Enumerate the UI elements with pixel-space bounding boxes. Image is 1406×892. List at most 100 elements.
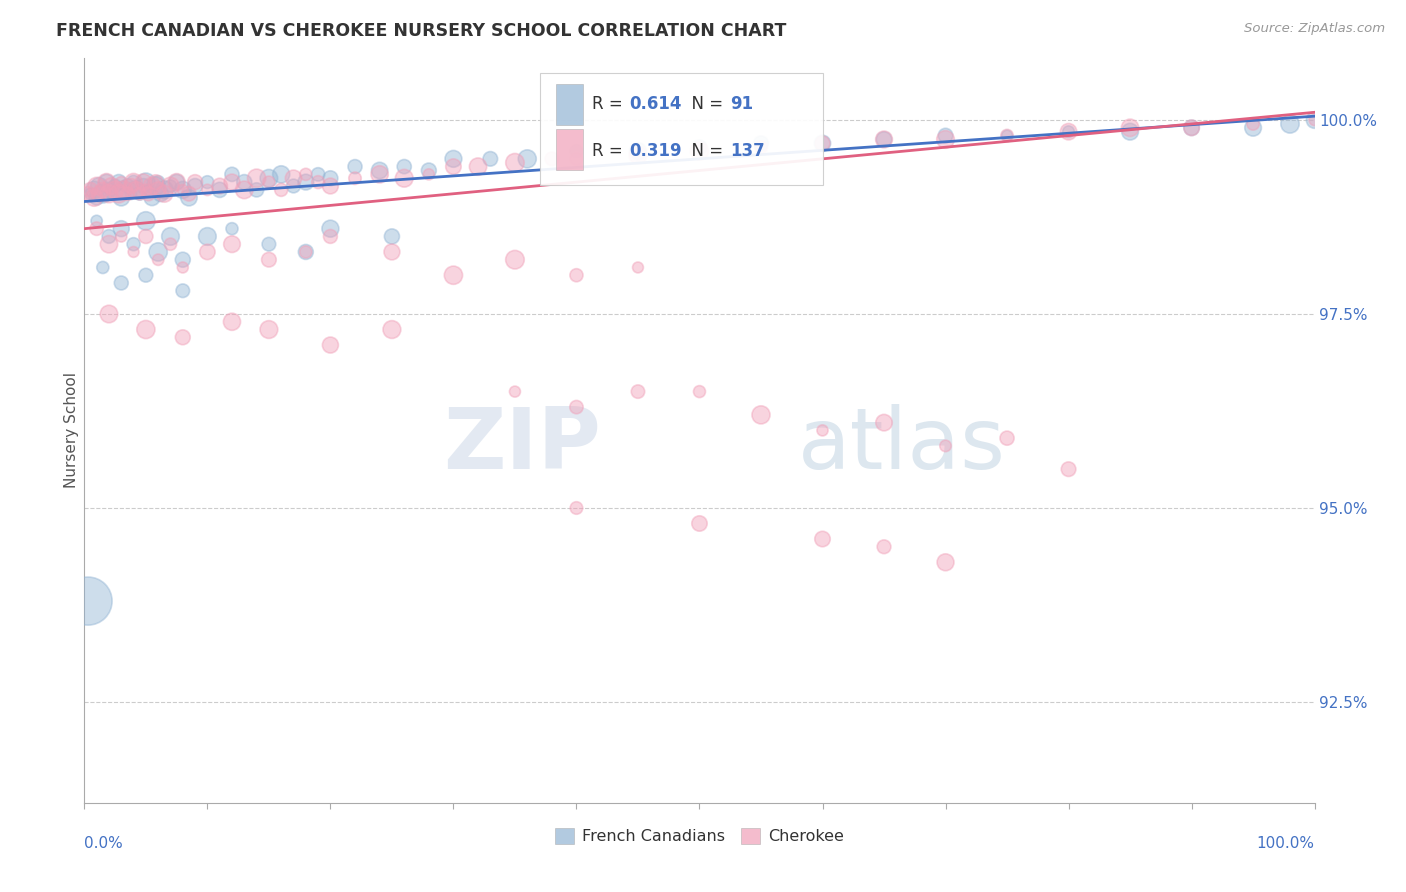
Point (104, 183, 127, 197)
Point (208, 183, 231, 197)
Point (77, 186, 100, 201)
Point (128, 186, 150, 201)
Point (1241, 117, 1264, 131)
Text: FRENCH CANADIAN VS CHEROKEE NURSERY SCHOOL CORRELATION CHART: FRENCH CANADIAN VS CHEROKEE NURSERY SCHO… (56, 22, 786, 40)
Point (172, 252, 194, 267)
Point (246, 183, 269, 197)
Point (145, 175, 167, 189)
Point (98, 183, 120, 197)
Text: R =: R = (592, 142, 628, 161)
Point (283, 171, 305, 186)
Point (87, 186, 111, 201)
Text: R =: R = (592, 95, 628, 113)
Point (394, 171, 416, 186)
Point (122, 175, 145, 189)
Point (172, 330, 194, 344)
Point (172, 183, 194, 197)
Point (995, 128, 1018, 143)
Point (110, 191, 132, 205)
Point (443, 160, 465, 174)
Point (148, 252, 170, 267)
Point (295, 244, 318, 259)
Point (91, 183, 114, 197)
Point (1057, 125, 1080, 139)
Point (873, 132, 896, 146)
Point (368, 163, 391, 178)
Point (145, 179, 167, 194)
Point (1303, 113, 1326, 128)
Point (443, 152, 465, 166)
Point (811, 136, 834, 151)
Point (565, 500, 588, 515)
Point (467, 160, 489, 174)
FancyBboxPatch shape (555, 84, 582, 125)
Point (110, 175, 132, 189)
Point (104, 179, 127, 194)
Point (221, 175, 243, 189)
Point (257, 322, 280, 336)
Point (86, 221, 108, 235)
Point (132, 175, 155, 189)
Point (689, 384, 711, 399)
Point (138, 186, 160, 201)
Point (221, 315, 243, 329)
Point (184, 179, 207, 194)
Point (135, 268, 157, 283)
Point (86, 191, 108, 205)
Point (117, 186, 139, 201)
Point (172, 183, 194, 197)
Point (565, 152, 588, 166)
Text: 0.614: 0.614 (630, 95, 682, 113)
Point (627, 260, 650, 275)
Point (197, 244, 219, 259)
Point (120, 186, 142, 201)
Point (122, 244, 145, 259)
Point (565, 268, 588, 283)
Point (177, 191, 200, 205)
Text: N =: N = (681, 95, 728, 113)
Point (166, 175, 188, 189)
Y-axis label: Nursery School: Nursery School (63, 372, 79, 489)
Point (221, 167, 243, 181)
Point (257, 171, 280, 186)
Point (627, 384, 650, 399)
Point (295, 167, 318, 181)
Point (96, 175, 118, 189)
Point (197, 183, 219, 197)
Point (153, 183, 176, 197)
Legend: French Canadians, Cherokee: French Canadians, Cherokee (548, 822, 851, 851)
Point (749, 136, 772, 151)
Point (270, 167, 292, 181)
Point (83, 183, 105, 197)
Point (381, 229, 404, 244)
Point (172, 260, 194, 275)
Point (257, 175, 280, 189)
Point (86, 179, 108, 194)
Point (148, 175, 170, 189)
Point (811, 532, 834, 546)
Point (100, 186, 122, 201)
Point (233, 175, 256, 189)
Point (319, 179, 342, 194)
Point (503, 384, 526, 399)
Point (319, 338, 342, 352)
Point (91, 260, 114, 275)
Point (873, 132, 896, 146)
Point (307, 167, 329, 181)
Point (307, 175, 329, 189)
Point (295, 175, 318, 189)
Point (117, 179, 139, 194)
Point (1181, 120, 1204, 135)
Point (935, 439, 957, 453)
Point (128, 186, 150, 201)
Point (135, 229, 157, 244)
Text: 100.0%: 100.0% (1257, 837, 1315, 851)
Point (98, 237, 120, 252)
Point (418, 163, 440, 178)
Text: 0.319: 0.319 (630, 142, 682, 161)
FancyBboxPatch shape (540, 73, 823, 185)
Point (221, 237, 243, 252)
Point (1119, 120, 1142, 135)
Point (503, 155, 526, 169)
Point (91, 186, 114, 201)
